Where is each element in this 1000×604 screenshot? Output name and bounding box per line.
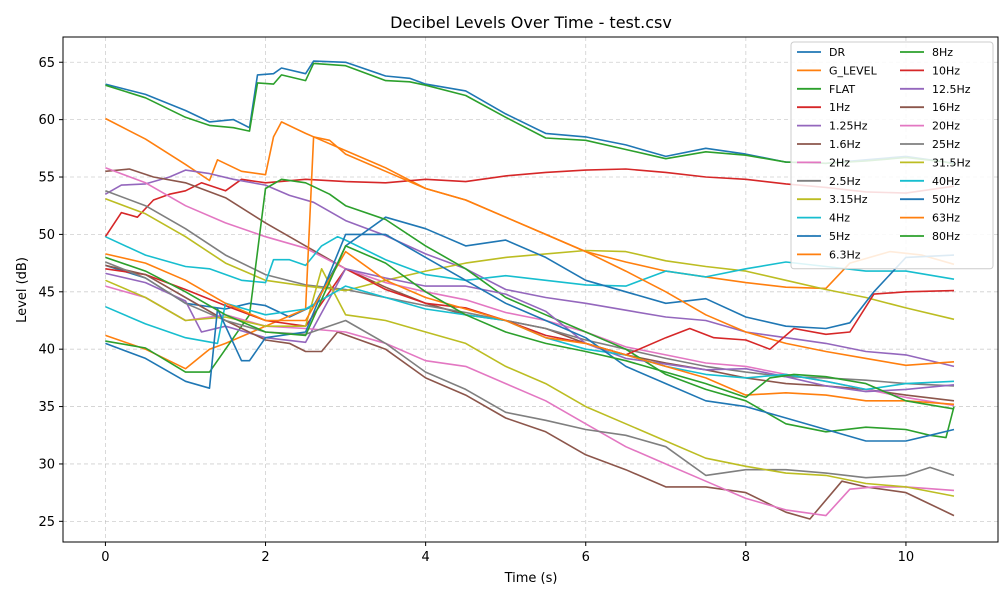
series-line-50hz [105,233,955,442]
x-tick-label: 6 [582,550,590,565]
legend-label: 3.15Hz [829,193,868,206]
legend-label: 1.6Hz [829,138,861,151]
legend-label: 4Hz [829,212,850,225]
legend-label: 16Hz [932,101,960,114]
y-tick-label: 25 [38,515,55,530]
legend-label: 2Hz [829,156,850,169]
legend-label: G_LEVEL [829,64,878,77]
series-line-31-5hz [105,268,955,497]
x-tick-label: 0 [101,550,109,565]
y-tick-label: 40 [38,343,55,358]
legend-label: 25Hz [932,138,960,151]
series-line-5hz [105,216,955,330]
x-tick-label: 10 [898,550,915,565]
legend-label: 63Hz [932,212,960,225]
legend-box [790,41,994,270]
plot-frame [62,36,999,543]
x-tick-label: 8 [742,550,750,565]
series-line-25hz [105,261,955,479]
series-line-63hz [105,250,955,406]
series-line-1hz [104,168,955,238]
legend-label: 10Hz [932,64,960,77]
series-line-8hz [105,178,955,439]
legend-label: 1.25Hz [829,120,868,133]
y-tick-label: 65 [38,56,55,71]
x-axis-label: Time (s) [504,571,558,586]
y-tick-label: 50 [38,228,55,243]
series-line-12-5hz [105,268,955,393]
y-tick-label: 55 [38,171,55,186]
series-line-3-15hz [105,198,955,321]
y-tick-label: 60 [38,113,55,128]
legend-label: 40Hz [932,175,960,188]
series-line-80hz [105,245,955,410]
legend-label: 12.5Hz [932,83,971,96]
legend-label: 20Hz [932,120,960,133]
series-line-4hz [105,235,955,287]
legend-label: 50Hz [932,193,960,206]
legend-label: 2.5Hz [829,175,861,188]
legend-label: DR [829,46,845,59]
y-tick-label: 30 [38,457,55,472]
legend-label: 80Hz [932,230,960,243]
y-axis-label: Level (dB) [15,257,30,323]
x-tick-label: 4 [421,550,429,565]
y-tick-label: 45 [38,285,55,300]
x-tick-label: 2 [261,550,269,565]
legend-label: 1Hz [829,101,850,114]
series-line-16hz [105,264,955,520]
axis-ticks: 0 2 4 6 8 10 25 30 35 40 45 50 55 60 65 [38,56,914,565]
legend-label: 5Hz [829,230,850,243]
series-line-6-3hz [105,136,955,370]
legend-label: FLAT [829,83,855,96]
legend: DR G_LEVEL FLAT 1Hz 1.25Hz 1.6Hz 2Hz 2.5Hz 3.15H… [790,41,994,270]
series-lines [104,60,955,520]
chart-title: Decibel Levels Over Time - test.csv [390,13,672,32]
legend-label: 31.5Hz [932,156,971,169]
y-tick-label: 35 [38,400,55,415]
legend-label: 8Hz [932,46,953,59]
legend-label: 6.3Hz [829,248,861,261]
series-line-1-25hz [105,169,955,368]
